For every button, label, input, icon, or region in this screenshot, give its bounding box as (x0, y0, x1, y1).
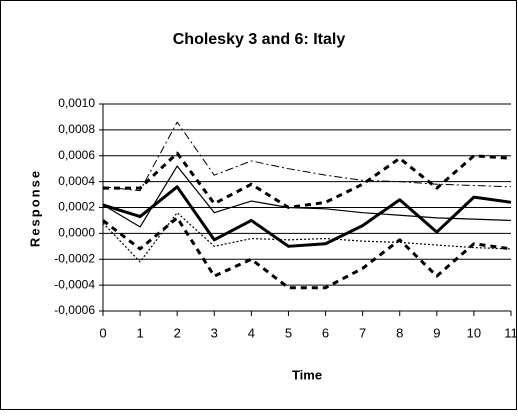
y-tick-label: 0,0004 (58, 174, 95, 188)
series-line (102, 121, 512, 192)
x-tick-label: 9 (433, 325, 440, 340)
x-tick-label: 8 (396, 325, 403, 340)
y-tick-label: -0,0006 (54, 303, 95, 317)
x-tick-label: 0 (99, 325, 106, 340)
x-tick-label: 3 (211, 325, 218, 340)
x-tick-label: 4 (248, 325, 255, 340)
y-tick-label: 0,0008 (58, 122, 95, 136)
series-line (103, 151, 512, 209)
y-tick-label: -0,0002 (54, 251, 95, 265)
series-line (102, 185, 512, 248)
y-tick-label: 0,0000 (58, 226, 95, 240)
x-axis-label: Time (292, 367, 322, 382)
x-tick-label: 11 (504, 325, 518, 340)
x-tick-label: 1 (136, 325, 143, 340)
y-tick-label: 0,0010 (58, 96, 95, 110)
x-tick-label: 5 (285, 325, 292, 340)
chart-title: Cholesky 3 and 6: Italy (173, 31, 346, 48)
series-line (102, 212, 512, 263)
x-tick-label: 7 (359, 325, 366, 340)
y-tick-label: -0,0004 (54, 277, 95, 291)
x-tick-label: 6 (322, 325, 329, 340)
y-tick-label: 0,0006 (58, 148, 95, 162)
x-tick-label: 10 (467, 325, 481, 340)
y-tick-label: 0,0002 (58, 200, 95, 214)
y-axis-label: Response (27, 169, 42, 247)
series-line (102, 165, 512, 228)
x-tick-label: 2 (174, 325, 181, 340)
